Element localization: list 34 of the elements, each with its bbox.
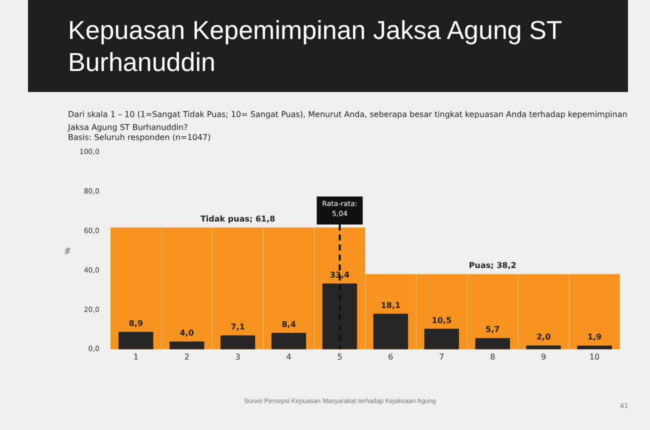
x-tick-label: 10	[589, 352, 600, 362]
bar	[577, 346, 612, 350]
text: Basis: Seluruh responden (n=1047)	[68, 133, 211, 142]
bar	[475, 338, 510, 350]
data-label: 4,0	[180, 328, 194, 338]
data-label: 5,7	[486, 325, 500, 334]
x-tick-label: 5	[337, 352, 342, 362]
bar	[526, 345, 561, 350]
x-tick-label: 9	[541, 352, 546, 362]
x-tick-label: 7	[439, 352, 444, 362]
data-label: 7,1	[230, 322, 246, 332]
bar	[170, 342, 204, 350]
x-tick-label: 8	[490, 352, 496, 362]
data-label: 18,1	[380, 300, 401, 310]
data-label: Tidak puas; 61,8	[200, 214, 276, 224]
x-tick-label: 6	[388, 352, 394, 362]
bar	[220, 335, 256, 350]
x-tick-label: 2	[184, 352, 190, 362]
bar	[118, 332, 154, 350]
bar	[271, 332, 306, 350]
data-label: 10,5	[432, 316, 452, 325]
data-label: 2,0	[536, 332, 552, 342]
data-label: 8,4	[282, 320, 296, 329]
chart-title: Kepuasan Kepemimpinan Jaksa Agung ST Burhanuddin	[68, 14, 563, 78]
bar	[424, 328, 459, 350]
data-label: Puas; 38,2	[468, 261, 516, 270]
x-tick-label: 4	[286, 352, 292, 362]
x-tick-label: 3	[235, 352, 240, 362]
data-label: 8,9	[128, 318, 144, 328]
bar	[373, 314, 408, 350]
data-label: 1,9	[587, 332, 602, 342]
bar	[322, 284, 358, 350]
x-tick-label: 1	[133, 352, 138, 362]
chart-subtitle: Dari skala 1 – 10 (1=Sangat Tidak Puas; 10= Sangat Puas), Menurut Anda, seberapa besar tingkat kepuasan Anda terhadap kepemimpinan Jaksa Agung ST Burhanuddin?	[68, 109, 628, 134]
